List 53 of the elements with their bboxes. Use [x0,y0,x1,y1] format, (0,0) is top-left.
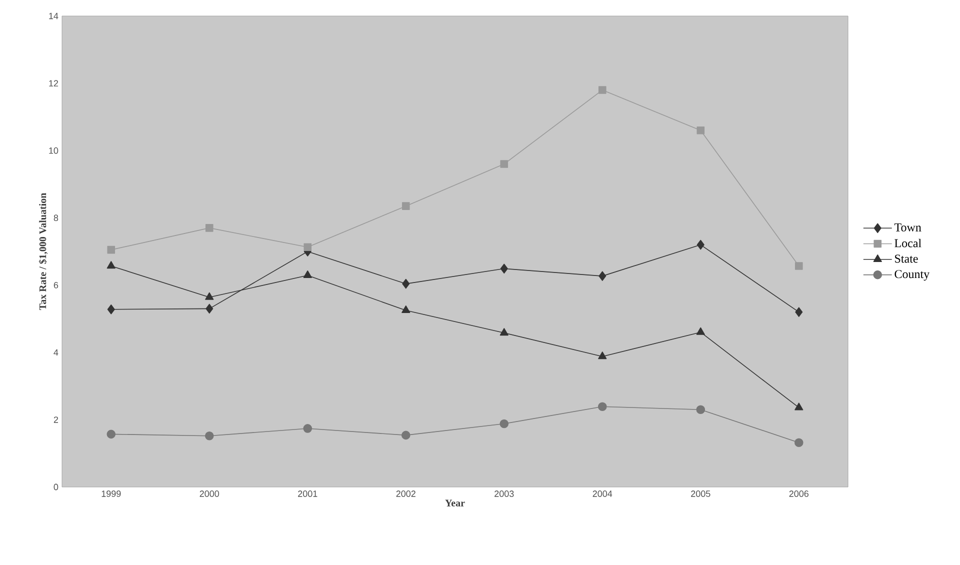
point [794,402,804,410]
point [696,405,706,414]
legend-label: State [895,254,918,263]
point [206,304,214,314]
point [794,262,803,270]
x-tick-label: 2004 [592,490,612,497]
point [402,278,410,289]
point [598,352,607,360]
point [106,430,116,439]
point [303,270,312,278]
point [598,402,607,411]
point [205,292,214,300]
y-tick-label: 6 [54,282,58,288]
point [205,224,214,232]
x-tick-label: 1999 [102,490,121,497]
x-tick-label: 2005 [691,490,710,497]
y-tick-label: 4 [54,349,58,356]
point [304,243,312,252]
point [500,264,508,274]
legend-label: Local [894,238,922,248]
point [500,419,509,428]
point [696,327,705,335]
y-tick-label: 2 [54,416,58,423]
point [402,202,410,210]
y-tick-label: 8 [54,214,58,222]
y-tick-label: 10 [49,147,58,154]
point [402,305,410,314]
point [696,240,704,250]
y-tick-label: 0 [54,484,58,490]
x-tick-label: 2003 [494,490,514,497]
point [401,430,410,440]
x-tick-label: 2006 [789,490,808,497]
x-tick-label: 2002 [396,490,416,497]
point [500,160,508,168]
point [204,431,214,440]
y-axis-title: Tax Rate / $1,000 Valuation [38,192,48,310]
point [794,438,804,447]
point [107,304,115,314]
y-tick-label: 14 [49,12,58,20]
point [598,86,606,94]
point [598,271,606,281]
legend-label: County [894,270,930,281]
point [696,126,705,134]
point [500,328,508,336]
point [107,246,116,254]
point [106,261,116,269]
x-axis-title: Year [445,500,465,506]
x-tick-label: 2000 [200,490,220,497]
x-tick-label: 2001 [298,490,318,497]
legend-label: Town [894,223,922,232]
point [795,307,803,317]
point [303,424,312,433]
y-tick-label: 12 [49,80,58,86]
